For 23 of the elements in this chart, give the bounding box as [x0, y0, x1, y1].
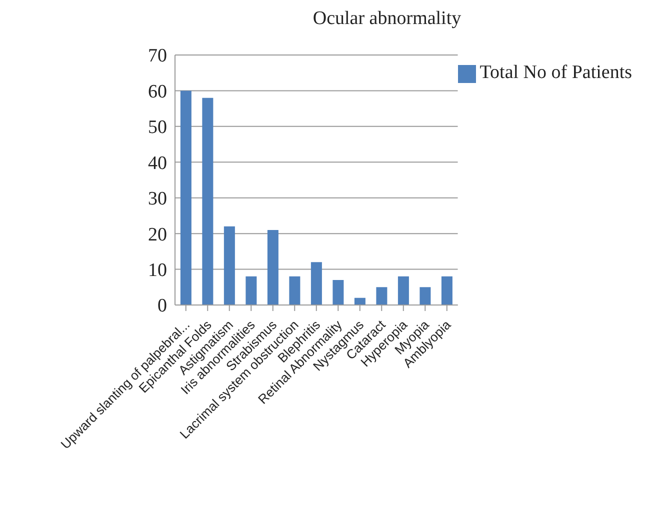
bar — [180, 90, 192, 305]
y-tick-label: 10 — [148, 260, 167, 282]
chart-title: Ocular abnormality — [312, 8, 462, 31]
bar — [441, 276, 452, 305]
bar — [246, 276, 257, 305]
y-tick-label: 0 — [158, 296, 167, 317]
bar — [310, 262, 322, 305]
y-tick-label: 20 — [148, 224, 167, 246]
y-tick-label: 30 — [148, 188, 167, 210]
y-tick-label: 70 — [148, 46, 167, 67]
bar — [202, 98, 214, 305]
legend-label: Total No of Patients — [480, 62, 632, 83]
bar — [332, 280, 344, 305]
bar — [398, 276, 409, 305]
bar — [289, 276, 300, 305]
bar — [224, 226, 235, 305]
bar — [354, 298, 366, 305]
bar — [267, 230, 278, 305]
bar — [376, 287, 388, 305]
y-tick-label: 50 — [148, 117, 167, 138]
bar — [420, 287, 431, 305]
y-tick-label: 60 — [148, 81, 167, 102]
y-tick-label: 40 — [148, 152, 167, 174]
